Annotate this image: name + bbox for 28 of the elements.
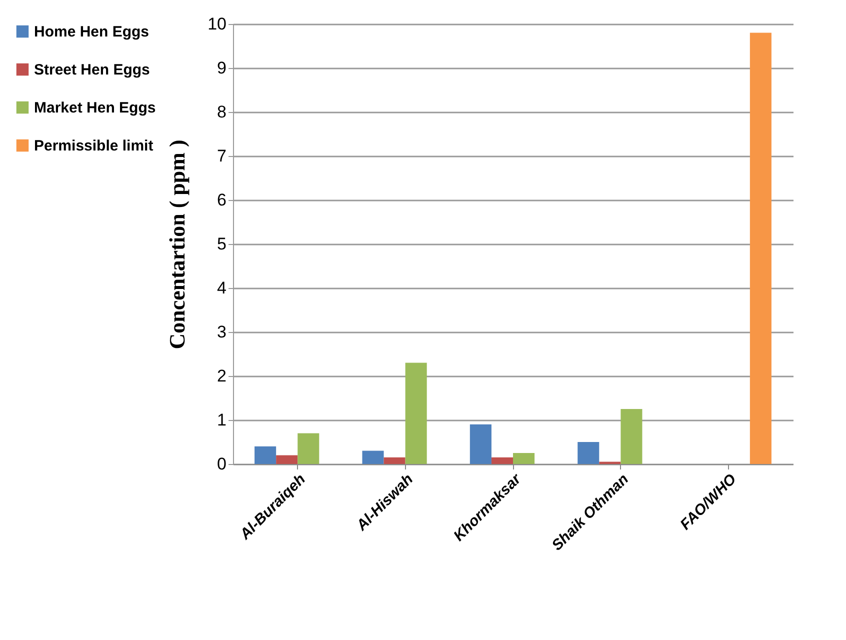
bar [513,453,535,464]
bar [491,457,513,464]
y-tick-label: 3 [217,322,226,342]
y-tick-label: 0 [217,454,226,474]
y-tick-label: 4 [217,278,226,298]
bar [384,457,406,464]
legend-label: Market Hen Eggs [34,100,156,116]
bar [578,442,600,464]
y-axis-title: Concentartion ( ppm ) [164,140,190,350]
y-tick-label: 7 [217,146,226,166]
y-tick-label: 8 [217,102,226,122]
y-tick-label: 10 [208,14,226,34]
y-tick-label: 9 [217,58,226,78]
bar [254,446,276,464]
bar [362,450,384,464]
legend-label: Home Hen Eggs [34,24,150,40]
bar [405,362,427,464]
bar [620,409,642,464]
bar [276,455,298,464]
bar [298,433,320,464]
legend-label: Street Hen Eggs [34,62,150,78]
legend-label: Permissible limit [34,138,154,154]
y-tick-label: 5 [217,234,226,254]
bar [470,424,492,464]
y-tick-label: 2 [217,366,226,386]
bar [750,32,772,464]
y-tick-label: 6 [217,190,226,210]
y-tick-label: 1 [217,410,226,430]
